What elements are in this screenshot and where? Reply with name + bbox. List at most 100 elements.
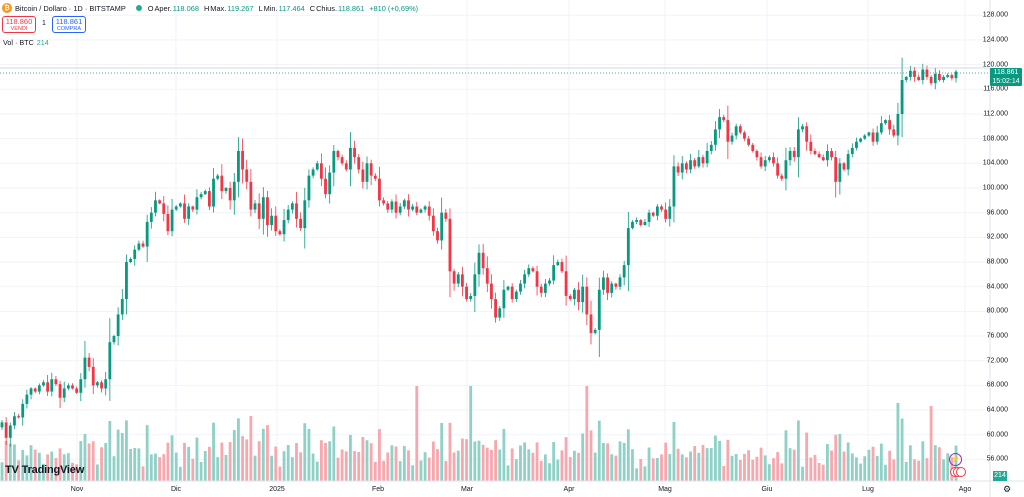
candle-body: [83, 357, 87, 380]
candle-body: [154, 200, 157, 213]
candle-body: [125, 262, 128, 300]
candle-body: [838, 163, 842, 182]
candle-body: [494, 299, 498, 318]
volume-bar: [386, 452, 390, 481]
sell-price: 118.860: [5, 16, 33, 26]
volume-bar: [863, 456, 867, 481]
candle-body: [33, 388, 37, 392]
candle-body: [763, 160, 767, 167]
candle-body: [237, 150, 240, 182]
events-icon[interactable]: [950, 466, 966, 478]
candle-body: [589, 314, 593, 333]
bar-countdown: 15:02:14: [992, 77, 1020, 85]
volume-bar: [805, 432, 809, 481]
candle-body: [120, 299, 124, 315]
candle-body: [767, 157, 771, 161]
volume-bar: [436, 449, 439, 481]
volume-bar: [87, 443, 91, 481]
sell-button[interactable]: 118.860 VENDI: [2, 16, 36, 33]
y-tick-label: 112.000: [983, 110, 1008, 118]
volume-bar: [859, 463, 863, 481]
candle-body: [676, 166, 680, 173]
volume-bar: [62, 454, 66, 481]
volume-bar: [796, 420, 800, 481]
candle-body: [560, 262, 564, 272]
candle-body: [680, 163, 684, 173]
candle-body: [904, 76, 908, 81]
volume-bar: [543, 454, 547, 481]
volume-bar: [162, 454, 166, 481]
volume-bar: [295, 443, 298, 481]
volume-bar: [722, 466, 726, 481]
volume-bar: [908, 445, 912, 481]
candle-body: [738, 126, 742, 133]
volume-bar: [216, 457, 220, 481]
candle-body: [506, 286, 510, 290]
candle-body: [672, 166, 676, 207]
candle-body: [684, 163, 688, 170]
volume-legend[interactable]: Vol · BTC 214: [3, 38, 49, 47]
volume-bar: [75, 464, 79, 481]
candle-body: [95, 382, 99, 386]
candle-body: [510, 286, 514, 300]
candle-body: [556, 262, 560, 266]
close-label: C: [309, 3, 316, 13]
candle-body: [747, 138, 751, 145]
lightning-icon[interactable]: ⚡: [949, 453, 962, 466]
candle-body: [954, 71, 958, 79]
volume-bar: [8, 443, 12, 481]
open-value: 118.068: [172, 3, 199, 13]
candle-body: [859, 138, 863, 142]
candle-body: [884, 120, 887, 124]
volume-bar: [166, 442, 170, 481]
x-tick-label: Feb: [371, 486, 385, 493]
candle-body: [444, 212, 448, 219]
volume-bar: [349, 434, 352, 481]
tradingview-logo[interactable]: TV TradingView: [5, 464, 84, 476]
candle-body: [913, 70, 916, 77]
volume-bar: [373, 461, 377, 481]
candle-body: [635, 220, 639, 222]
volume-bar: [660, 454, 663, 481]
gear-icon[interactable]: ⚙: [1003, 484, 1012, 494]
volume-bar: [751, 459, 755, 481]
candle-body: [805, 126, 809, 142]
candle-body: [581, 286, 585, 303]
candle-body: [129, 258, 132, 263]
candle-body: [257, 203, 261, 219]
volume-bar: [411, 465, 415, 481]
buy-button[interactable]: 118.861 COMPRA: [52, 16, 86, 33]
candle-body: [378, 178, 381, 201]
candle-body: [66, 385, 70, 389]
candle-body: [224, 187, 228, 192]
volume-bar: [104, 443, 108, 481]
open-label: O: [147, 3, 154, 13]
volume-bar: [286, 444, 290, 481]
spread-value: 1: [42, 20, 46, 27]
candle-body: [216, 175, 220, 179]
volume-bar: [701, 444, 705, 481]
y-tick-label: 80.000: [986, 307, 1008, 315]
volume-bar: [514, 459, 518, 481]
candle-body: [282, 220, 286, 235]
volume-bar: [473, 441, 477, 481]
candle-body: [286, 209, 290, 221]
volume-bar: [25, 455, 29, 481]
symbol-title[interactable]: Bitcoin / Dollaro · 1D · BITSTAMP: [15, 3, 126, 13]
volume-bar: [191, 458, 195, 481]
y-tick-label: 92.000: [986, 233, 1008, 241]
candle-body: [622, 265, 626, 278]
last-price: 118.861: [993, 69, 1019, 76]
candle-body: [361, 169, 365, 182]
candle-body: [792, 150, 796, 158]
candle-body: [830, 150, 833, 158]
volume-bar: [784, 430, 788, 481]
candle-body: [730, 135, 734, 142]
y-tick-label: 104.000: [982, 159, 1008, 167]
candle-body: [249, 181, 253, 210]
volume-bar: [498, 449, 502, 481]
candle-body: [42, 382, 45, 386]
volume-bar: [54, 458, 58, 481]
volume-bar: [125, 420, 128, 481]
